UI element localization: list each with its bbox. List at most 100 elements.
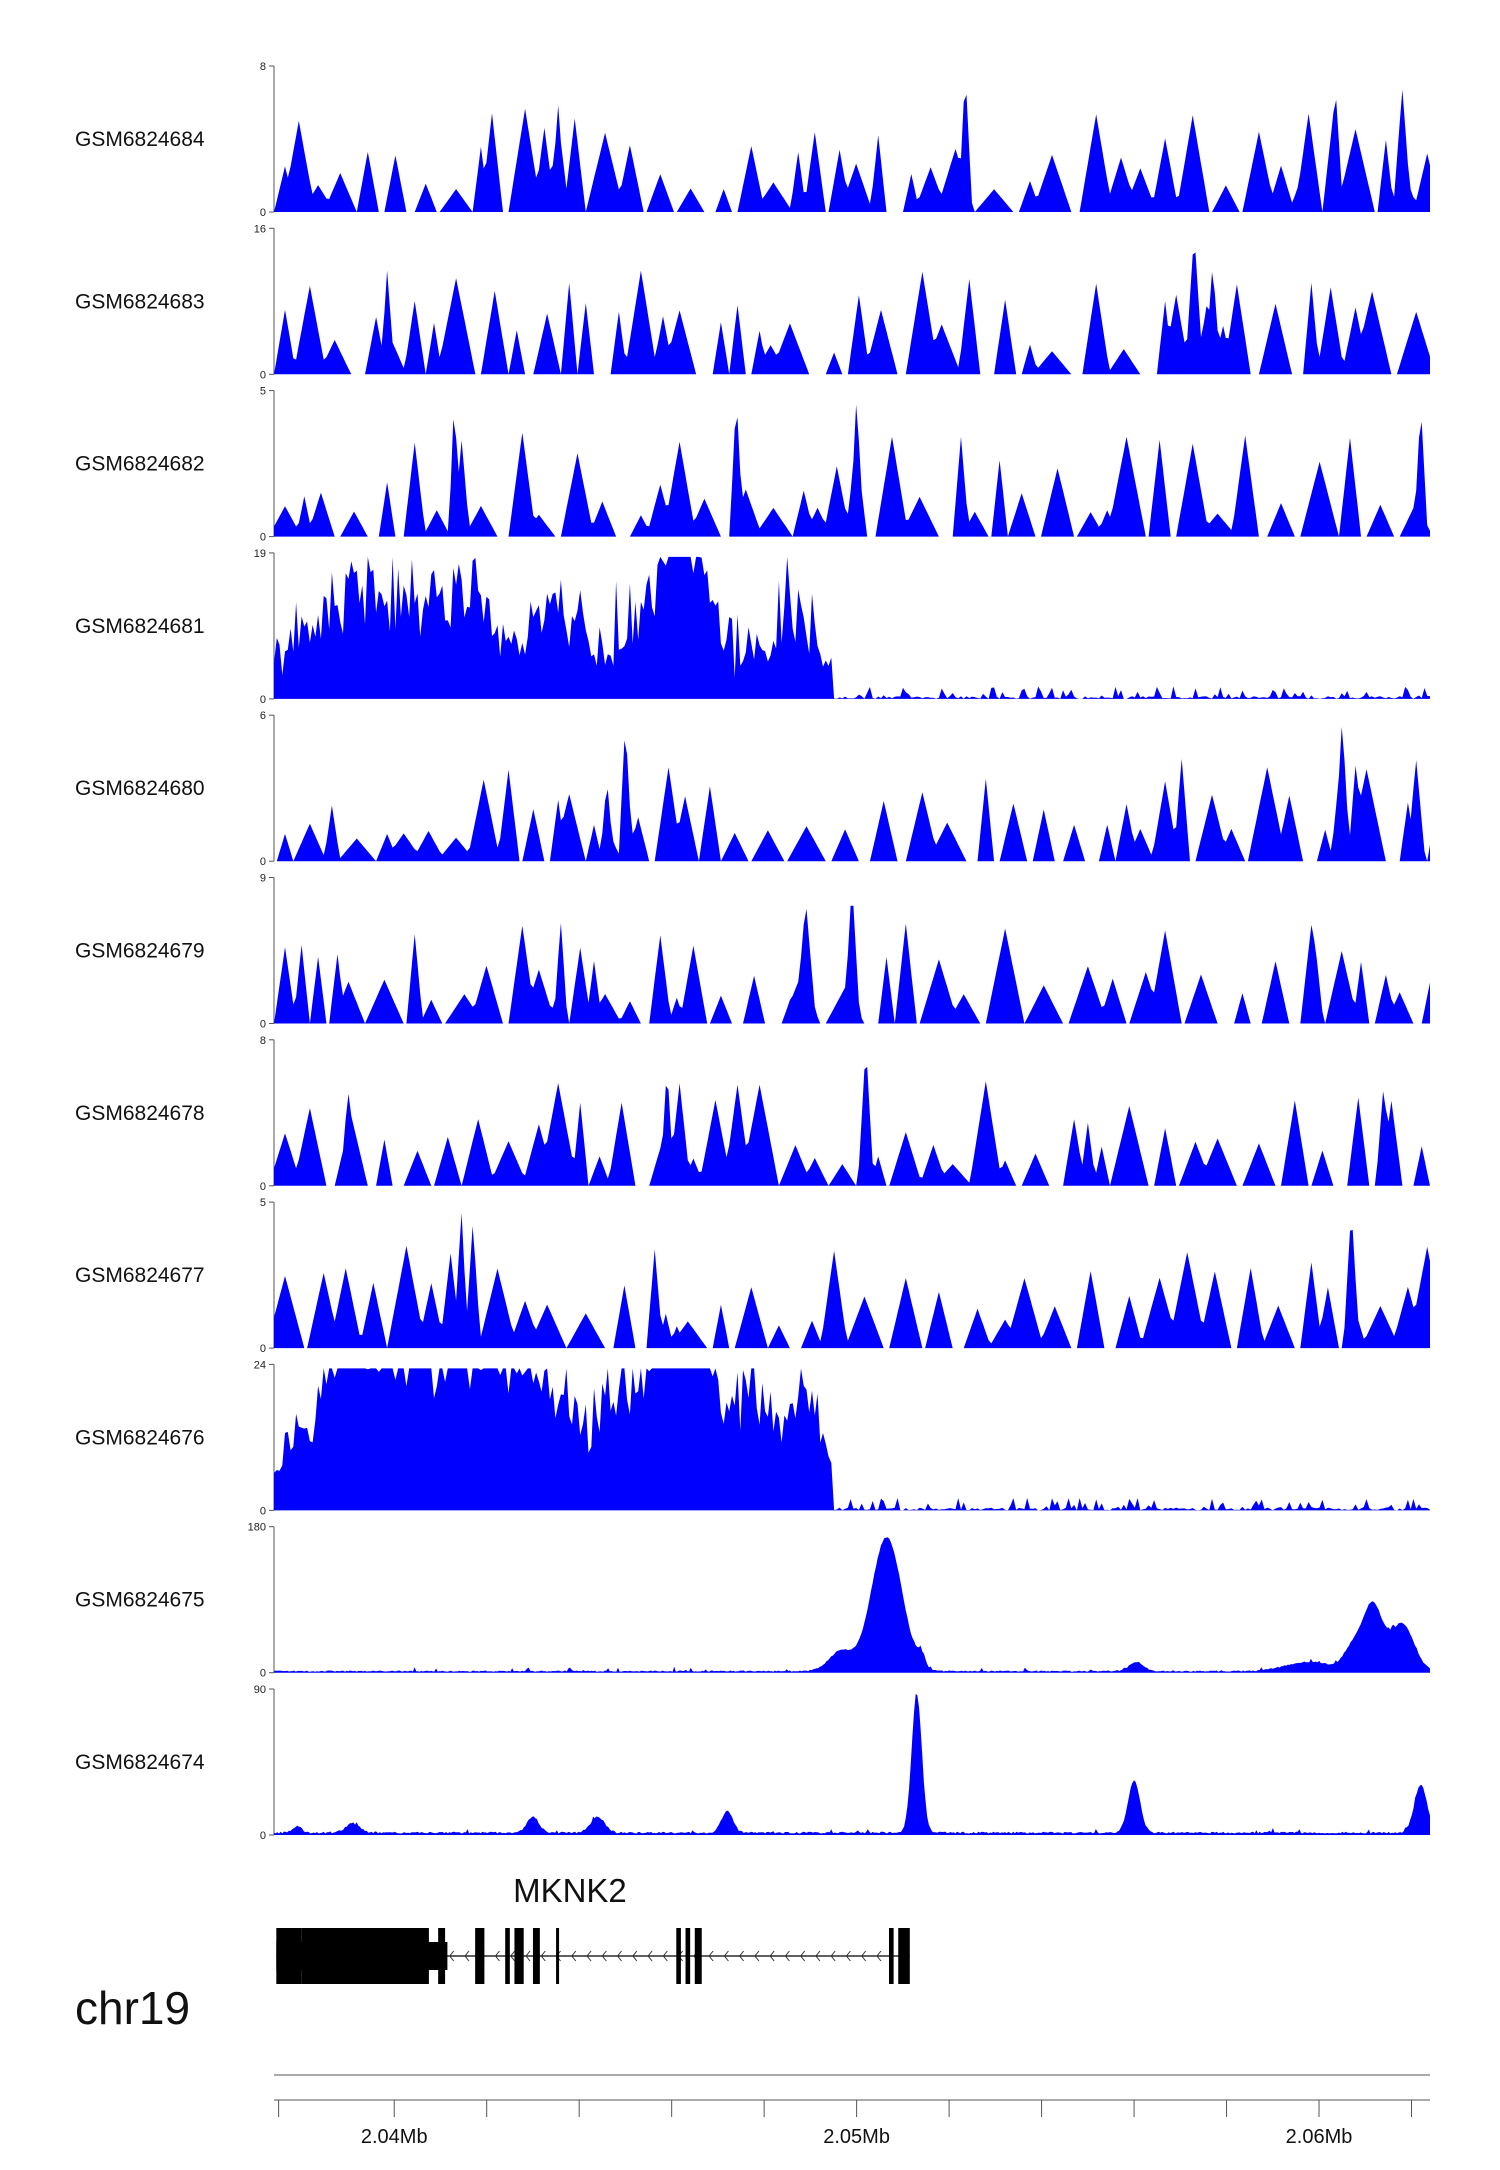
track-GSM6824676: GSM6824676 24 0	[75, 1359, 1430, 1517]
track-label: GSM6824674	[75, 1751, 205, 1774]
genome-axis: chr19 2.04Mb 2.05Mb 2.06Mb	[75, 1982, 1430, 2148]
strand-arrow	[754, 1950, 760, 1962]
track-label: GSM6824683	[75, 290, 205, 313]
track-label: GSM6824676	[75, 1426, 205, 1449]
x-tick-label: 2.04Mb	[361, 2126, 428, 2148]
y-min-label: 0	[260, 1668, 266, 1680]
strand-arrow	[738, 1950, 745, 1962]
y-max-label: 24	[254, 1359, 266, 1371]
strand-arrow	[723, 1950, 729, 1962]
strand-arrow	[784, 1950, 790, 1962]
track-label: GSM6824681	[75, 615, 205, 638]
y-min-label: 0	[260, 1181, 266, 1193]
track-label: GSM6824677	[75, 1264, 205, 1287]
strand-arrow	[616, 1950, 622, 1962]
strand-arrow	[830, 1950, 836, 1962]
track-GSM6824683: GSM6824683 16 0	[75, 223, 1430, 381]
exon	[694, 1928, 702, 1984]
signal-area	[274, 89, 1430, 212]
strand-arrow	[632, 1950, 638, 1962]
y-max-label: 5	[260, 386, 266, 398]
track-label: GSM6824678	[75, 1102, 205, 1125]
y-max-label: 90	[254, 1684, 266, 1696]
track-label: GSM6824680	[75, 777, 205, 800]
y-max-label: 6	[260, 710, 266, 722]
y-min-label: 0	[260, 1343, 266, 1355]
strand-arrow	[525, 1950, 531, 1962]
strand-arrow	[861, 1950, 867, 1962]
x-tick-label: 2.05Mb	[823, 2126, 890, 2148]
strand-arrow	[800, 1950, 806, 1962]
track-label: GSM6824675	[75, 1589, 205, 1612]
y-min-label: 0	[260, 1830, 266, 1842]
signal-area	[274, 252, 1430, 375]
track-label: GSM6824684	[75, 128, 205, 151]
track-GSM6824675: GSM6824675 180 0	[75, 1522, 1430, 1680]
gene-label: MKNK2	[513, 1872, 627, 1909]
signal-area	[274, 905, 1430, 1024]
exon	[556, 1928, 560, 1984]
signal-area	[274, 726, 1430, 862]
track-GSM6824681: GSM6824681 19 0	[75, 548, 1430, 706]
signal-area	[274, 1537, 1430, 1673]
y-max-label: 19	[254, 548, 266, 560]
strand-arrow	[449, 1950, 455, 1962]
y-max-label: 8	[260, 1035, 266, 1047]
chromosome-label: chr19	[75, 1982, 190, 2034]
strand-arrow	[769, 1950, 775, 1962]
track-label: GSM6824682	[75, 453, 205, 476]
track-GSM6824680: GSM6824680 6 0	[75, 710, 1430, 868]
track-label: GSM6824679	[75, 940, 205, 963]
strand-arrow	[510, 1950, 516, 1962]
track-GSM6824679: GSM6824679 9 0	[75, 873, 1430, 1031]
y-min-label: 0	[260, 1019, 266, 1031]
track-GSM6824682: GSM6824682 5 0	[75, 386, 1430, 544]
y-max-label: 16	[254, 223, 266, 235]
signal-area	[274, 404, 1430, 537]
track-GSM6824678: GSM6824678 8 0	[75, 1035, 1430, 1193]
exon	[532, 1928, 540, 1984]
strand-arrow	[662, 1950, 668, 1962]
x-tick-label: 2.06Mb	[1286, 2126, 1353, 2148]
gene-track: MKNK2	[276, 1872, 910, 1984]
signal-area	[274, 1694, 1430, 1835]
strand-arrow	[815, 1950, 821, 1962]
y-min-label: 0	[260, 856, 266, 868]
strand-arrow	[708, 1950, 714, 1962]
y-min-label: 0	[260, 1505, 266, 1517]
y-min-label: 0	[260, 694, 266, 706]
strand-arrow	[876, 1950, 882, 1962]
y-max-label: 180	[248, 1522, 266, 1534]
strand-arrow	[601, 1950, 607, 1962]
exon	[301, 1928, 429, 1984]
strand-arrow	[464, 1950, 470, 1962]
y-max-label: 5	[260, 1197, 266, 1209]
exon	[505, 1928, 510, 1984]
exon	[888, 1928, 894, 1984]
y-min-label: 0	[260, 532, 266, 544]
exon	[898, 1928, 910, 1984]
signal-area	[274, 556, 1430, 699]
y-min-label: 0	[260, 369, 266, 381]
signal-area	[274, 1066, 1430, 1186]
track-GSM6824674: GSM6824674 90 0	[75, 1684, 1430, 1842]
exon	[676, 1928, 681, 1984]
signal-tracks: GSM682468480GSM6824683160GSM682468250GSM…	[75, 61, 1430, 1842]
signal-area	[274, 1368, 1430, 1511]
strand-arrow	[571, 1950, 577, 1962]
exon	[685, 1928, 691, 1984]
exon	[276, 1928, 302, 1984]
exon	[514, 1928, 524, 1984]
y-min-label: 0	[260, 207, 266, 219]
y-max-label: 9	[260, 873, 266, 885]
y-max-label: 8	[260, 61, 266, 73]
track-GSM6824677: GSM6824677 5 0	[75, 1197, 1430, 1355]
strand-arrow	[647, 1950, 653, 1962]
exon	[475, 1928, 485, 1984]
strand-arrow	[845, 1950, 851, 1962]
exon	[438, 1928, 446, 1984]
strand-arrow	[586, 1950, 592, 1962]
strand-arrow	[540, 1950, 546, 1962]
strand-arrow	[494, 1950, 500, 1962]
